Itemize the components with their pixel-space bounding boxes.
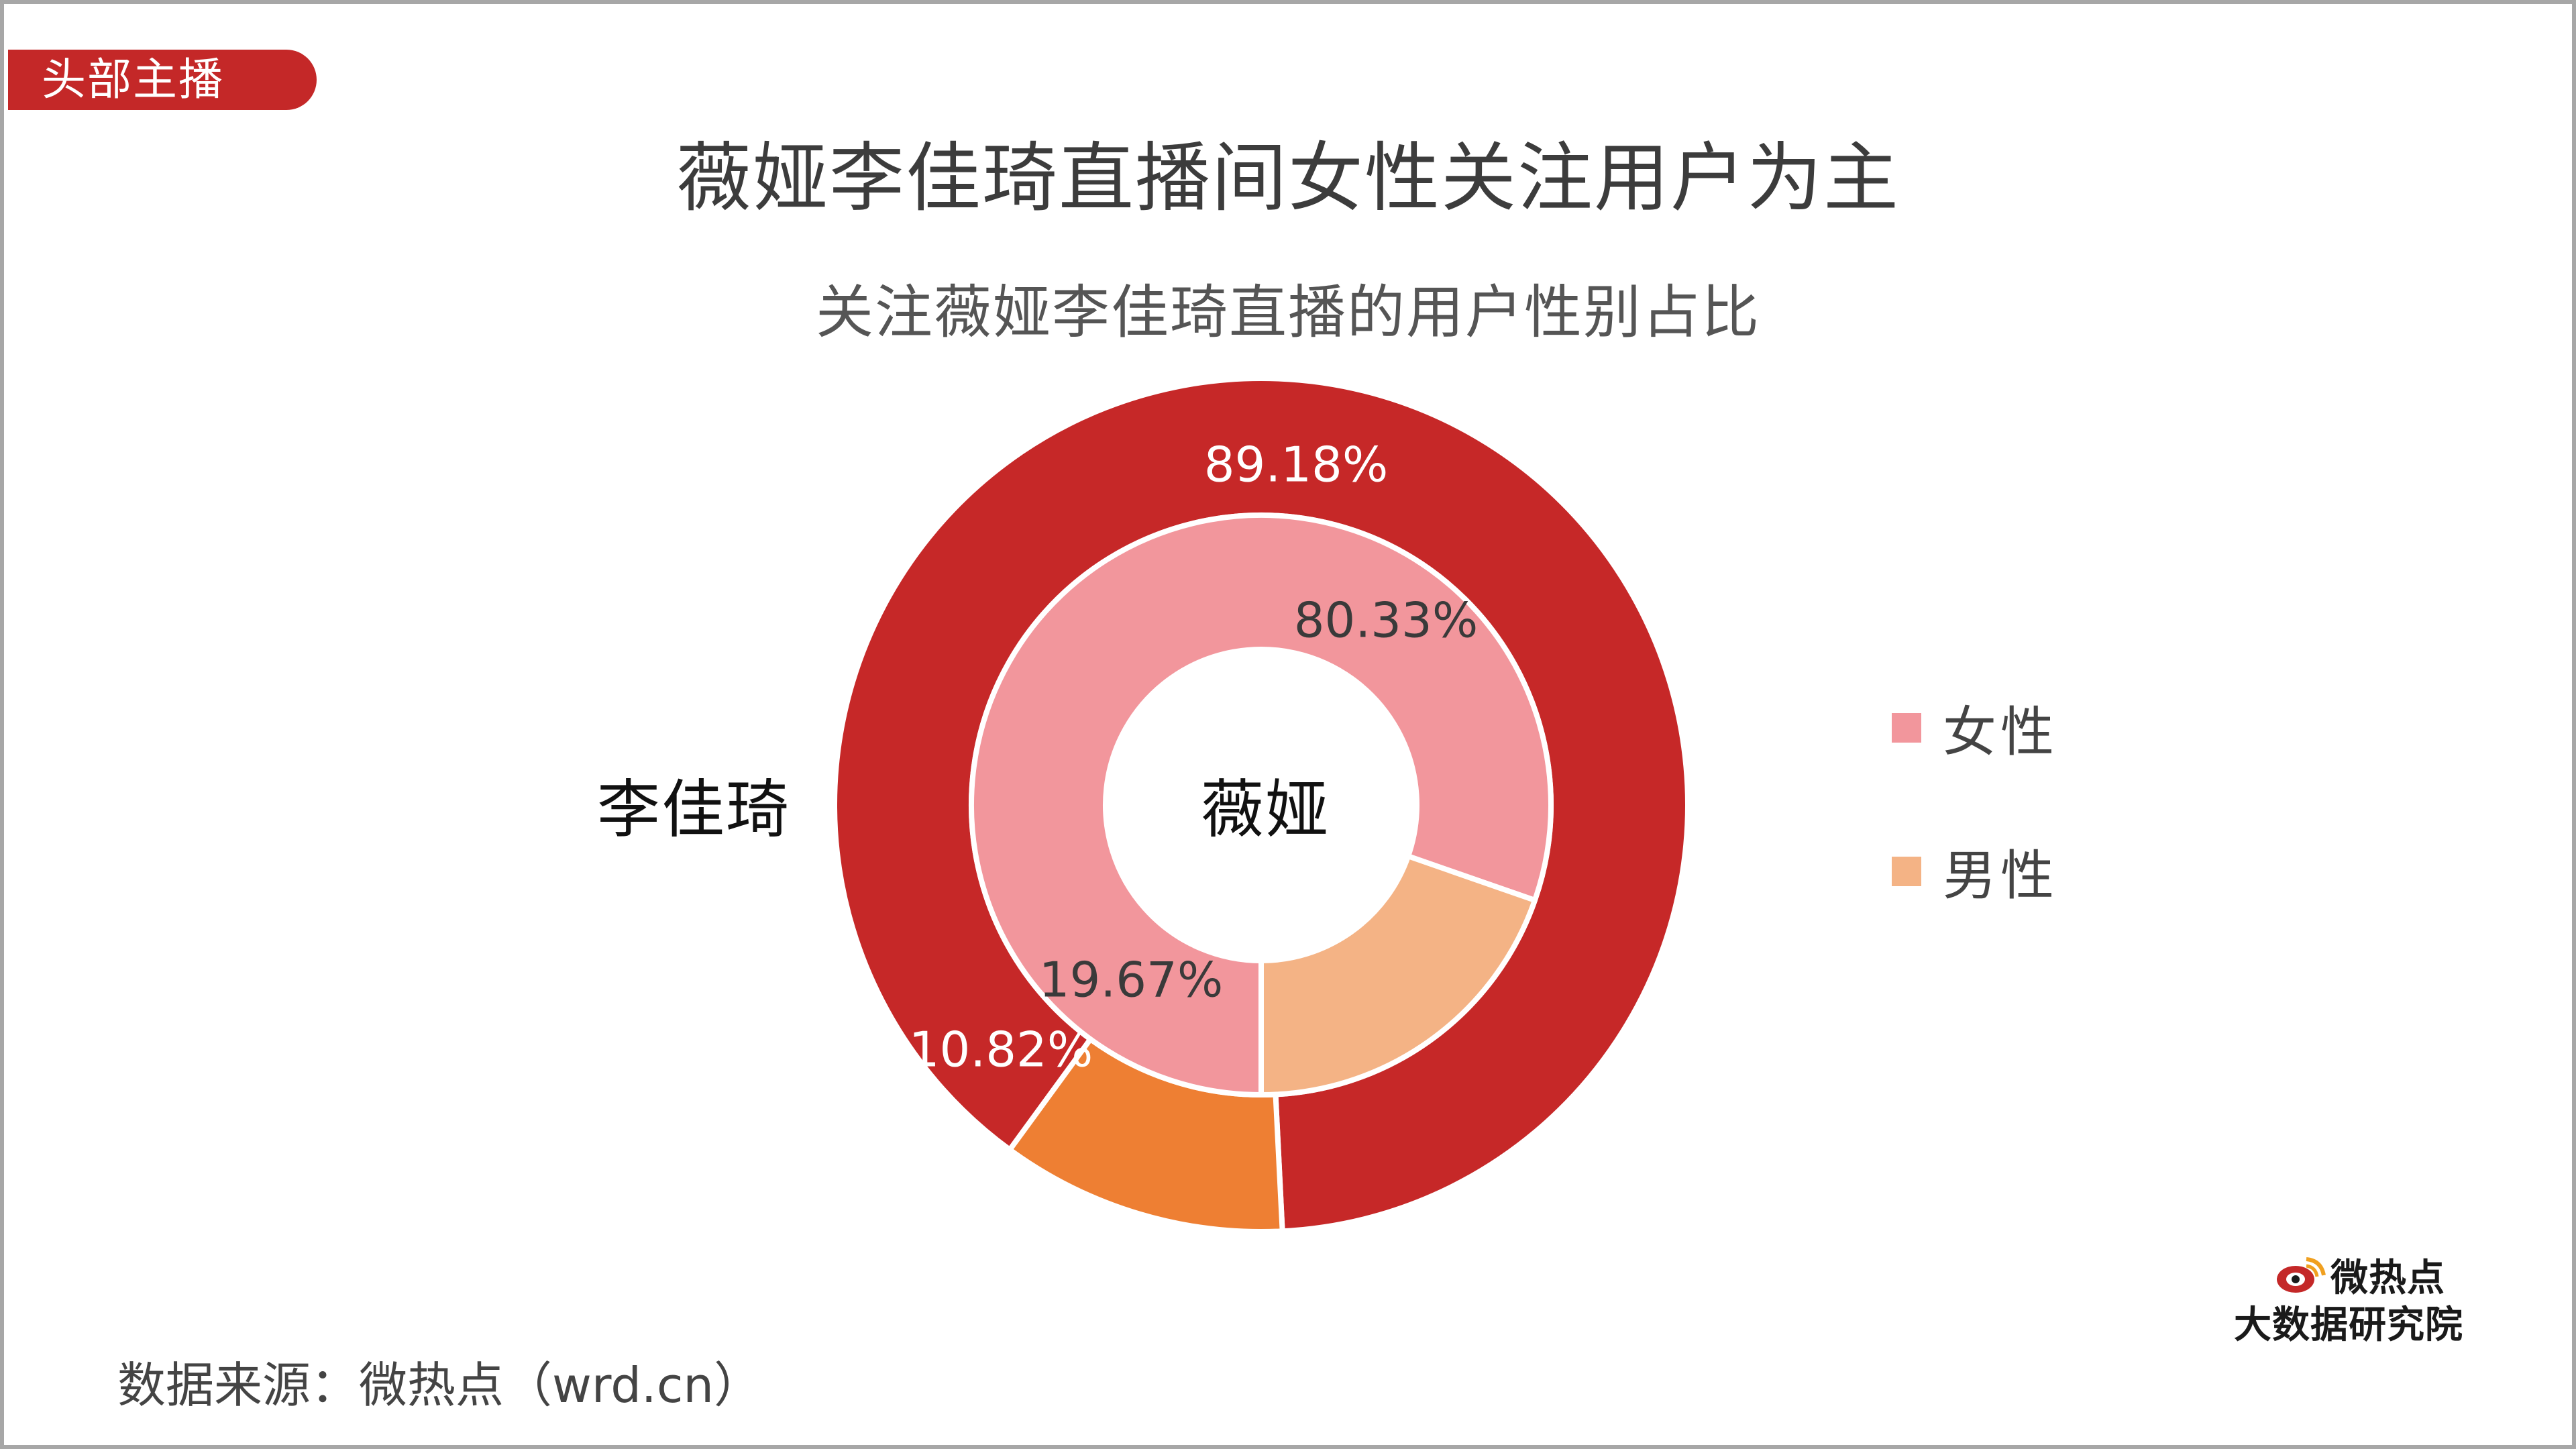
legend-label-male: 男性 [1943,845,2058,907]
outer-ring-data-label-female: 89.18% [1204,437,1389,493]
legend-item-female[interactable]: 女性 [1892,691,2058,765]
legend-item-male[interactable]: 男性 [1892,835,2058,908]
inner-ring-label: 薇娅 [1201,773,1330,847]
eye-logo-icon [2277,1256,2326,1293]
section-tag: 头部主播 [8,50,317,110]
logo-top-row: 微热点 [2274,1248,2445,1302]
outer-ring-label: 李佳琦 [597,773,791,847]
brand-logo: 微热点 大数据研究院 [2234,1248,2489,1347]
logo-bottom-text: 大数据研究院 [2234,1303,2463,1347]
legend-swatch-male [1892,857,1921,886]
inner-ring-data-label-male: 19.67% [1039,952,1224,1008]
chart-title: 关注薇娅李佳琦直播的用户性别占比 [816,279,1760,346]
outer-ring-data-label-male: 10.82% [909,1022,1093,1078]
chart-legend: 女性 男性 [1892,691,2058,978]
legend-label-female: 女性 [1943,701,2058,763]
inner-ring-slice-female[interactable] [969,513,1554,1097]
data-source: 数据来源：微热点（wrd.cn） [117,1357,763,1413]
inner-ring-data-label-female: 80.33% [1294,592,1479,649]
page-title: 薇娅李佳琦直播间女性关注用户为主 [676,135,1900,222]
legend-swatch-female [1892,713,1921,743]
logo-top-text: 微热点 [2330,1256,2445,1300]
inner-ring-slice-male[interactable] [1258,853,1538,1097]
